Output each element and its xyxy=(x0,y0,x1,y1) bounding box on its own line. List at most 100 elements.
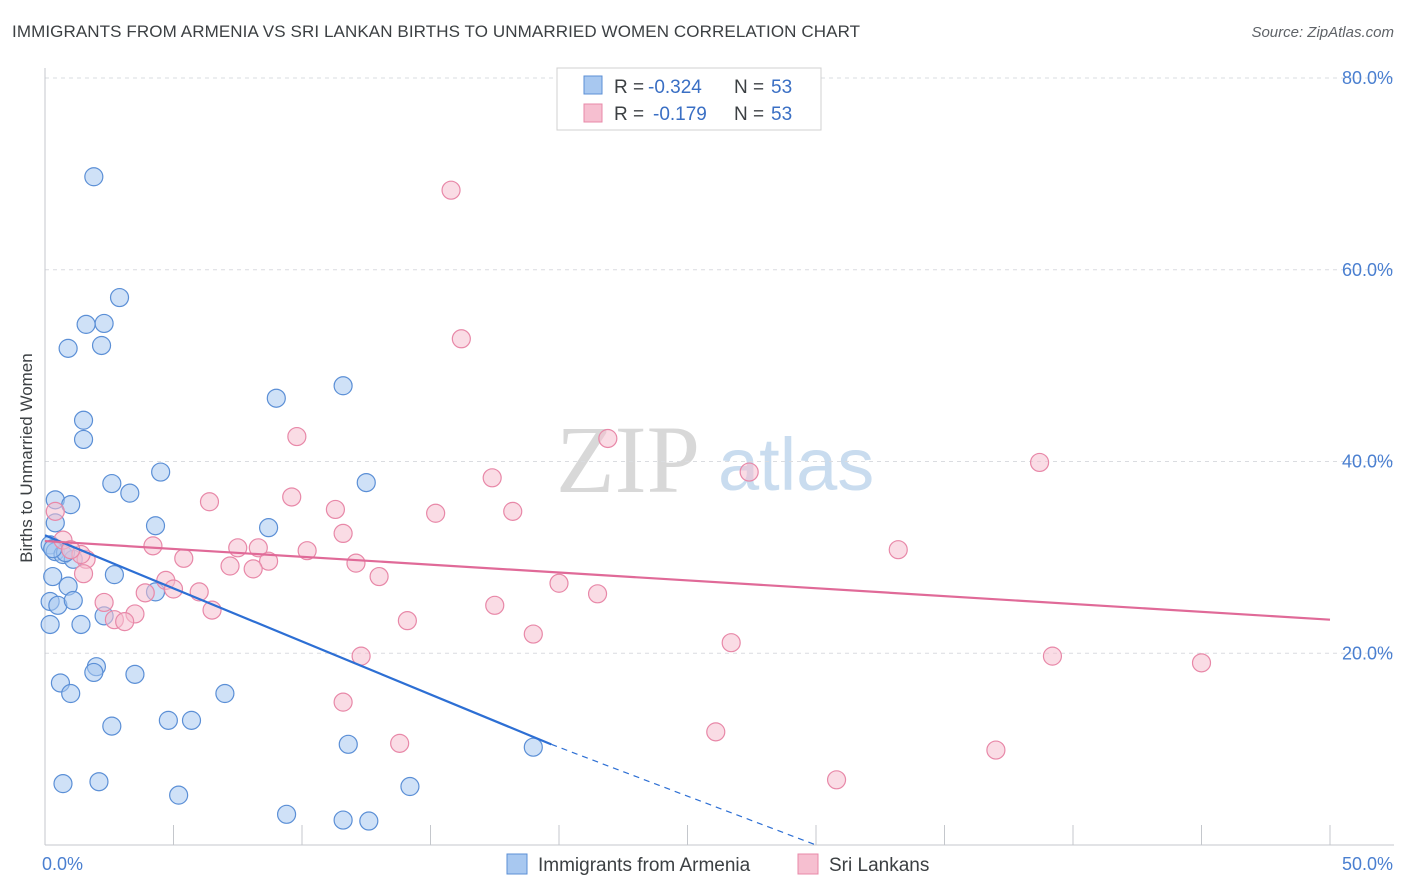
srilanka-point-6 xyxy=(1029,452,1050,473)
srilanka-point-19 xyxy=(220,556,240,576)
chart-source: Source: ZipAtlas.com xyxy=(1251,24,1394,41)
srilanka-point-4 xyxy=(482,468,502,488)
legend-r-label-srilanka: R = xyxy=(614,104,644,125)
trend-line-srilanka xyxy=(44,539,1331,621)
armenia-point-23 xyxy=(43,566,63,587)
armenia-point-9 xyxy=(73,429,94,450)
armenia-point-42 xyxy=(338,734,358,754)
trend-line-armenia-extrapolated xyxy=(551,743,817,846)
armenia-point-18 xyxy=(258,518,279,538)
bottom-legend-swatch-srilanka xyxy=(797,853,819,875)
armenia-point-43 xyxy=(523,737,543,757)
armenia-point-10 xyxy=(151,462,171,482)
srilanka-point-36 xyxy=(485,595,505,615)
armenia-point-13 xyxy=(120,483,140,503)
srilanka-point-0 xyxy=(441,180,461,200)
srilanka-point-44 xyxy=(721,633,741,653)
srilanka-point-12 xyxy=(333,523,353,544)
chart-title: IMMIGRANTS FROM ARMENIA VS SRI LANKAN BI… xyxy=(12,22,861,41)
srilanka-point-46 xyxy=(1042,646,1063,666)
y-tick-label-20: 20.0% xyxy=(1342,643,1393,663)
armenia-point-45 xyxy=(89,772,109,792)
armenia-point-39 xyxy=(158,710,178,730)
armenia-point-31 xyxy=(71,614,91,635)
bottom-legend-label-armenia: Immigrants from Armenia xyxy=(538,855,751,876)
trend-line-armenia xyxy=(44,534,552,746)
y-tick-label-40: 40.0% xyxy=(1342,452,1393,472)
srilanka-point-42 xyxy=(397,611,417,631)
srilanka-point-17 xyxy=(888,540,908,560)
armenia-point-12 xyxy=(102,473,122,494)
armenia-point-37 xyxy=(61,683,81,704)
legend-n-value-armenia: 53 xyxy=(771,77,792,98)
watermark: ZIP atlas xyxy=(556,406,874,513)
armenia-point-5 xyxy=(58,338,78,358)
armenia-point-11 xyxy=(356,472,376,493)
srilanka-point-20 xyxy=(258,551,279,571)
srilanka-point-16 xyxy=(297,541,317,561)
bottom-legend-swatch-armenia xyxy=(506,853,528,875)
y-tick-label-60: 60.0% xyxy=(1342,260,1393,280)
x-tick-label-max: 50.0% xyxy=(1342,854,1393,874)
srilanka-point-47 xyxy=(1191,653,1212,673)
srilanka-point-11 xyxy=(503,501,523,521)
axes xyxy=(44,68,1394,846)
legend-n-label-armenia: N = xyxy=(734,77,764,98)
armenia-point-7 xyxy=(266,388,286,408)
armenia-point-17 xyxy=(145,516,166,536)
srilanka-point-23 xyxy=(369,566,389,587)
srilanka-point-9 xyxy=(325,499,346,520)
srilanka-point-49 xyxy=(390,733,410,753)
armenia-point-44 xyxy=(53,774,73,794)
armenia-point-1 xyxy=(109,287,130,308)
srilanka-point-22 xyxy=(346,553,366,573)
armenia-point-3 xyxy=(76,314,96,334)
legend-n-value-srilanka: 53 xyxy=(771,104,792,125)
armenia-point-41 xyxy=(102,716,122,736)
legend: R = -0.324 N = 53 R = -0.179 N = 53 xyxy=(556,67,822,131)
armenia-point-6 xyxy=(333,376,353,396)
armenia-point-34 xyxy=(84,662,104,683)
armenia-point-35 xyxy=(125,664,145,684)
armenia-point-47 xyxy=(169,785,189,805)
trend-lines xyxy=(44,534,1331,846)
armenia-point-46 xyxy=(400,776,420,797)
srilanka-point-52 xyxy=(826,770,847,790)
armenia-point-50 xyxy=(359,811,379,831)
srilanka-point-43 xyxy=(523,624,543,644)
armenia-point-48 xyxy=(276,804,297,824)
watermark-atlas: atlas xyxy=(718,423,874,506)
armenia-point-25 xyxy=(104,565,124,585)
legend-r-value-armenia: -0.324 xyxy=(648,77,702,98)
y-tick-labels: 20.0% 40.0% 60.0% 80.0% xyxy=(1342,68,1393,663)
bottom-legend: Immigrants from Armenia Sri Lankans xyxy=(506,853,929,876)
x-tick-labels: 0.0% 50.0% xyxy=(42,854,1393,874)
srilanka-point-21 xyxy=(243,559,263,579)
y-axis-label: Births to Unmarried Women xyxy=(17,353,36,562)
legend-r-value-srilanka: -0.179 xyxy=(653,104,707,125)
srilanka-point-2 xyxy=(598,428,618,449)
srilanka-point-5 xyxy=(739,462,759,482)
srilanka-point-30 xyxy=(549,573,569,593)
srilanka-point-32 xyxy=(45,501,65,521)
armenia-point-40 xyxy=(181,710,202,730)
watermark-zip: ZIP xyxy=(556,406,700,513)
x-tick-label-min: 0.0% xyxy=(42,854,83,874)
armenia-point-0 xyxy=(84,167,104,187)
srilanka-point-37 xyxy=(94,592,114,613)
bottom-legend-label-srilanka: Sri Lankans xyxy=(829,855,929,876)
srilanka-point-1 xyxy=(451,329,471,349)
legend-r-label-armenia: R = xyxy=(614,77,644,98)
srilanka-point-28 xyxy=(135,583,155,603)
srilanka-point-48 xyxy=(333,692,353,712)
srilanka-point-18 xyxy=(174,548,194,568)
armenia-point-4 xyxy=(91,335,112,356)
armenia-point-32 xyxy=(40,614,60,635)
legend-n-label-srilanka: N = xyxy=(734,104,764,125)
armenia-point-49 xyxy=(333,810,353,830)
srilanka-point-50 xyxy=(706,722,726,742)
srilanka-point-51 xyxy=(986,740,1006,760)
srilanka-point-41 xyxy=(115,612,135,632)
armenia-point-38 xyxy=(215,683,235,704)
